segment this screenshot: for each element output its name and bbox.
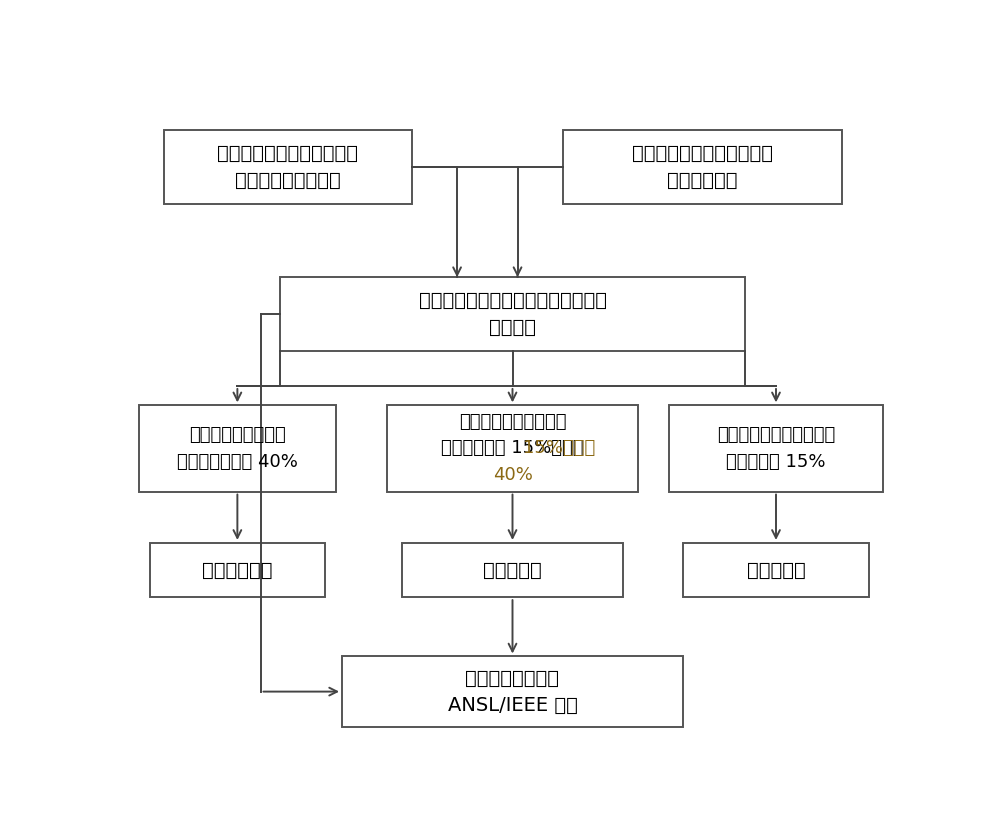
Text: 验算装置容量对照: 验算装置容量对照 xyxy=(466,669,560,688)
Bar xyxy=(402,543,623,597)
Bar xyxy=(563,130,842,204)
Bar xyxy=(164,130,412,204)
Text: 大于主变容量 15%，小于: 大于主变容量 15%，小于 xyxy=(441,440,584,457)
Text: 大的次数: 大的次数 xyxy=(489,318,536,337)
Text: 负荷侧非线性负荷容: 负荷侧非线性负荷容 xyxy=(189,426,286,444)
Bar xyxy=(150,543,325,597)
Text: 普通通用型: 普通通用型 xyxy=(747,561,805,579)
Text: ANSL/IEEE 标准: ANSL/IEEE 标准 xyxy=(448,696,577,715)
Text: 负荷侧非线性负荷容量小: 负荷侧非线性负荷容量小 xyxy=(717,426,835,444)
Text: 据集电网数据: 据集电网数据 xyxy=(667,171,738,189)
Text: 谐波治理回路: 谐波治理回路 xyxy=(202,561,273,579)
Text: 供电侧电能质量背景评估数: 供电侧电能质量背景评估数 xyxy=(632,144,773,163)
Text: 预算基波无功补偿容量，计算谐波放: 预算基波无功补偿容量，计算谐波放 xyxy=(418,291,606,310)
Text: 数据集用户负荷报表: 数据集用户负荷报表 xyxy=(235,171,341,189)
Text: 40%: 40% xyxy=(493,466,532,484)
Text: 量大于主变容量 40%: 量大于主变容量 40% xyxy=(177,453,298,471)
Bar xyxy=(342,656,683,727)
Bar xyxy=(139,406,336,492)
Text: 于主变容量 15%: 于主变容量 15% xyxy=(726,453,826,471)
Text: 15%，小于: 15%，小于 xyxy=(523,440,595,457)
Text: 用户安装主变容量相关技术: 用户安装主变容量相关技术 xyxy=(217,144,358,163)
Bar xyxy=(683,543,869,597)
Bar xyxy=(387,406,638,492)
Text: 负荷侧非线性负荷容量: 负荷侧非线性负荷容量 xyxy=(459,412,566,430)
Text: 过谐调谐型: 过谐调谐型 xyxy=(483,561,542,579)
Bar xyxy=(669,406,883,492)
Bar xyxy=(280,278,745,351)
